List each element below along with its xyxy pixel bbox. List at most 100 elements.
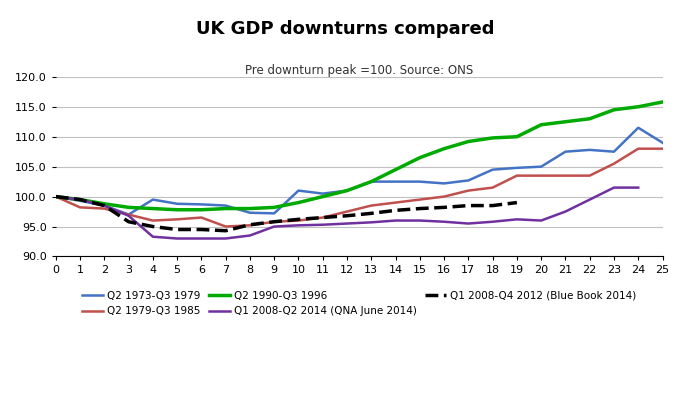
- Q2 1990-Q3 1996: [391, 167, 399, 172]
- Q2 1973-Q3 1979: [270, 211, 278, 216]
- Q2 1990-Q3 1996: [513, 134, 521, 139]
- Q1 2008-Q2 2014 (QNA June 2014): [149, 234, 157, 239]
- Q2 1973-Q3 1979: [391, 179, 399, 184]
- Q1 2008-Q4 2012 (Blue Book 2014): [294, 217, 303, 222]
- Q1 2008-Q2 2014 (QNA June 2014): [537, 218, 545, 223]
- Line: Q2 1990-Q3 1996: Q2 1990-Q3 1996: [56, 102, 663, 210]
- Q2 1979-Q3 1985: [124, 212, 133, 217]
- Q2 1979-Q3 1985: [197, 215, 205, 220]
- Q1 2008-Q4 2012 (Blue Book 2014): [343, 213, 351, 218]
- Q1 2008-Q4 2012 (Blue Book 2014): [76, 197, 84, 202]
- Q2 1973-Q3 1979: [343, 188, 351, 193]
- Q2 1979-Q3 1985: [270, 219, 278, 224]
- Q2 1979-Q3 1985: [367, 203, 375, 208]
- Q2 1973-Q3 1979: [319, 191, 327, 196]
- Q1 2008-Q2 2014 (QNA June 2014): [319, 222, 327, 227]
- Q1 2008-Q2 2014 (QNA June 2014): [100, 203, 108, 208]
- Q1 2008-Q4 2012 (Blue Book 2014): [440, 205, 448, 210]
- Q2 1973-Q3 1979: [367, 179, 375, 184]
- Q2 1979-Q3 1985: [561, 173, 569, 178]
- Q2 1990-Q3 1996: [489, 136, 497, 140]
- Q2 1979-Q3 1985: [294, 218, 303, 223]
- Q1 2008-Q4 2012 (Blue Book 2014): [100, 203, 108, 208]
- Q2 1979-Q3 1985: [659, 146, 667, 151]
- Q1 2008-Q4 2012 (Blue Book 2014): [367, 211, 375, 216]
- Q2 1979-Q3 1985: [416, 197, 424, 202]
- Q2 1990-Q3 1996: [149, 206, 157, 211]
- Q1 2008-Q2 2014 (QNA June 2014): [294, 223, 303, 228]
- Q2 1979-Q3 1985: [634, 146, 643, 151]
- Q2 1979-Q3 1985: [100, 206, 108, 211]
- Q2 1990-Q3 1996: [634, 104, 643, 109]
- Q2 1979-Q3 1985: [246, 223, 254, 228]
- Q2 1990-Q3 1996: [440, 146, 448, 151]
- Q2 1979-Q3 1985: [173, 217, 181, 222]
- Q2 1979-Q3 1985: [440, 194, 448, 199]
- Line: Q2 1973-Q3 1979: Q2 1973-Q3 1979: [56, 128, 663, 214]
- Q2 1979-Q3 1985: [537, 173, 545, 178]
- Q2 1973-Q3 1979: [561, 149, 569, 154]
- Q2 1973-Q3 1979: [610, 149, 618, 154]
- Q2 1990-Q3 1996: [222, 206, 230, 211]
- Q2 1973-Q3 1979: [585, 147, 594, 152]
- Q2 1979-Q3 1985: [464, 188, 473, 193]
- Q2 1979-Q3 1985: [489, 185, 497, 190]
- Q2 1990-Q3 1996: [124, 205, 133, 210]
- Q2 1990-Q3 1996: [294, 200, 303, 205]
- Q1 2008-Q4 2012 (Blue Book 2014): [197, 227, 205, 232]
- Q2 1990-Q3 1996: [537, 122, 545, 127]
- Q2 1973-Q3 1979: [634, 125, 643, 130]
- Q2 1979-Q3 1985: [391, 200, 399, 205]
- Q1 2008-Q4 2012 (Blue Book 2014): [246, 222, 254, 227]
- Q1 2008-Q4 2012 (Blue Book 2014): [319, 215, 327, 220]
- Q1 2008-Q2 2014 (QNA June 2014): [52, 194, 60, 199]
- Q2 1973-Q3 1979: [173, 201, 181, 206]
- Q1 2008-Q4 2012 (Blue Book 2014): [173, 227, 181, 232]
- Title: Pre downturn peak =100. Source: ONS: Pre downturn peak =100. Source: ONS: [245, 64, 473, 77]
- Q2 1990-Q3 1996: [270, 205, 278, 210]
- Q1 2008-Q4 2012 (Blue Book 2014): [124, 219, 133, 224]
- Q2 1973-Q3 1979: [294, 188, 303, 193]
- Q2 1979-Q3 1985: [149, 218, 157, 223]
- Q2 1979-Q3 1985: [222, 224, 230, 229]
- Q2 1979-Q3 1985: [585, 173, 594, 178]
- Q1 2008-Q4 2012 (Blue Book 2014): [270, 219, 278, 224]
- Q2 1990-Q3 1996: [100, 201, 108, 206]
- Q2 1973-Q3 1979: [440, 181, 448, 186]
- Q2 1973-Q3 1979: [52, 194, 60, 199]
- Q2 1973-Q3 1979: [416, 179, 424, 184]
- Q1 2008-Q2 2014 (QNA June 2014): [367, 220, 375, 225]
- Q1 2008-Q2 2014 (QNA June 2014): [76, 197, 84, 202]
- Q1 2008-Q4 2012 (Blue Book 2014): [464, 203, 473, 208]
- Q2 1979-Q3 1985: [610, 161, 618, 166]
- Q1 2008-Q2 2014 (QNA June 2014): [634, 185, 643, 190]
- Q1 2008-Q2 2014 (QNA June 2014): [440, 219, 448, 224]
- Q2 1990-Q3 1996: [343, 188, 351, 193]
- Line: Q1 2008-Q2 2014 (QNA June 2014): Q1 2008-Q2 2014 (QNA June 2014): [56, 188, 638, 239]
- Q1 2008-Q4 2012 (Blue Book 2014): [489, 203, 497, 208]
- Q2 1990-Q3 1996: [610, 107, 618, 112]
- Q1 2008-Q2 2014 (QNA June 2014): [561, 209, 569, 214]
- Q1 2008-Q2 2014 (QNA June 2014): [246, 233, 254, 238]
- Q2 1990-Q3 1996: [173, 207, 181, 212]
- Q2 1973-Q3 1979: [197, 202, 205, 207]
- Q1 2008-Q2 2014 (QNA June 2014): [391, 218, 399, 223]
- Q2 1979-Q3 1985: [319, 215, 327, 220]
- Q2 1990-Q3 1996: [197, 207, 205, 212]
- Legend: Q2 1973-Q3 1979, Q2 1979-Q3 1985, Q2 1990-Q3 1996, Q1 2008-Q2 2014 (QNA June 201: Q2 1973-Q3 1979, Q2 1979-Q3 1985, Q2 199…: [78, 287, 641, 320]
- Q1 2008-Q2 2014 (QNA June 2014): [610, 185, 618, 190]
- Q2 1990-Q3 1996: [416, 155, 424, 160]
- Line: Q1 2008-Q4 2012 (Blue Book 2014): Q1 2008-Q4 2012 (Blue Book 2014): [56, 197, 517, 231]
- Q2 1979-Q3 1985: [52, 194, 60, 199]
- Q2 1973-Q3 1979: [489, 167, 497, 172]
- Q2 1990-Q3 1996: [319, 194, 327, 199]
- Q1 2008-Q2 2014 (QNA June 2014): [124, 213, 133, 218]
- Q2 1973-Q3 1979: [537, 164, 545, 169]
- Q2 1973-Q3 1979: [100, 203, 108, 208]
- Q1 2008-Q2 2014 (QNA June 2014): [270, 224, 278, 229]
- Q1 2008-Q2 2014 (QNA June 2014): [173, 236, 181, 241]
- Q2 1990-Q3 1996: [585, 116, 594, 121]
- Q2 1990-Q3 1996: [52, 194, 60, 199]
- Q2 1979-Q3 1985: [76, 205, 84, 210]
- Q2 1990-Q3 1996: [76, 197, 84, 202]
